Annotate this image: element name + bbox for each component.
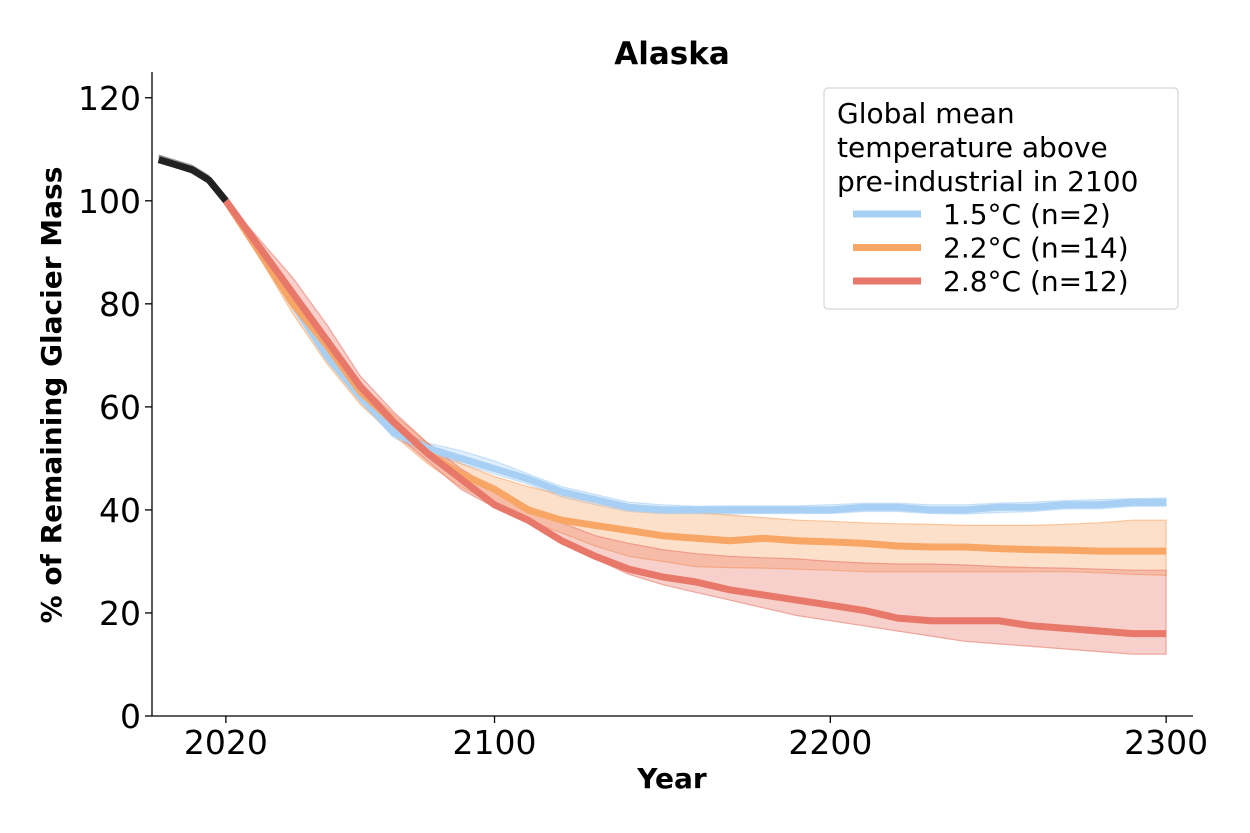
x-tick-label: 2100	[453, 723, 537, 762]
series-line-2	[223, 198, 1167, 638]
series-line-0	[222, 198, 1167, 514]
y-axis-label: % of Remaining Glacier Mass	[35, 167, 68, 624]
y-tick-label: 20	[99, 594, 141, 633]
x-tick-label: 2020	[184, 723, 268, 762]
legend-entry-label: 2.8°C (n=12)	[943, 265, 1129, 298]
x-axis-label: Year	[636, 762, 707, 795]
legend-title-line: temperature above	[837, 131, 1108, 164]
legend-box	[823, 87, 1179, 310]
series-lines	[157, 156, 1167, 638]
legend-entry-label: 2.2°C (n=14)	[943, 232, 1129, 265]
historical-line	[157, 156, 229, 204]
legend: Global mean temperature above pre-indust…	[823, 87, 1179, 310]
legend-title-line: Global mean	[837, 97, 1015, 130]
y-tick-label: 80	[99, 285, 141, 324]
y-tick-label: 100	[78, 182, 141, 221]
x-tick-label: 2300	[1124, 723, 1208, 762]
x-ticks: 2020 2100 2200 2300	[184, 716, 1208, 762]
legend-entry-label: 1.5°C (n=2)	[943, 198, 1111, 231]
legend-entries: 1.5°C (n=2)2.2°C (n=14)2.8°C (n=12)	[853, 198, 1129, 298]
legend-title: Global mean temperature above pre-indust…	[837, 97, 1138, 198]
y-tick-label: 120	[78, 79, 141, 118]
y-tick-label: 40	[99, 491, 141, 530]
legend-title-line: pre-industrial in 2100	[837, 165, 1138, 198]
y-tick-label: 60	[99, 388, 141, 427]
x-tick-label: 2200	[788, 723, 872, 762]
y-tick-label: 0	[120, 697, 141, 736]
chart-title: Alaska	[614, 36, 730, 72]
y-ticks: 0 20 40 60 80 100 120	[78, 79, 152, 736]
